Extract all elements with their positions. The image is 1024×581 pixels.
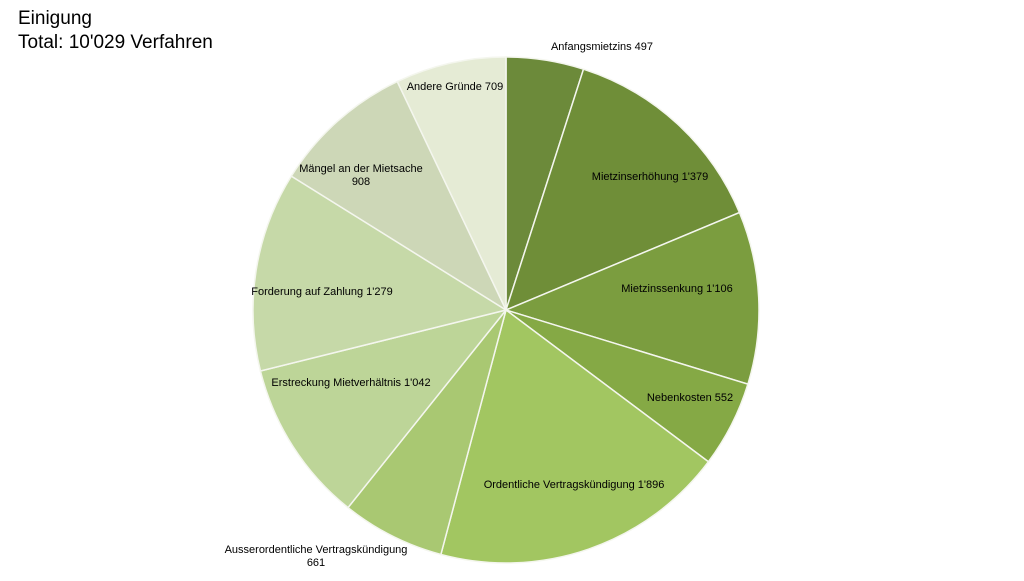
label-value: 1'106 — [706, 283, 733, 295]
data-label: Ausserordentliche Vertragskündigung 661 — [225, 544, 408, 569]
label-value: 1'042 — [404, 377, 431, 389]
data-label: Anfangsmietzins 497 — [551, 41, 653, 53]
pie-slice — [290, 80, 508, 312]
data-label: Mietzinssenkung 1'106 — [621, 283, 733, 295]
label-category: Forderung auf Zahlung — [251, 286, 363, 298]
chart-title: Einigung — [18, 8, 92, 29]
label-value: 497 — [635, 41, 653, 53]
label-value: 1'279 — [366, 286, 393, 298]
data-label: Ordentliche Vertragskündigung 1'896 — [484, 479, 665, 491]
pie-slice — [252, 175, 508, 372]
label-category: Anfangsmietzins — [551, 41, 632, 53]
data-label: Erstreckung Mietverhältnis 1'042 — [271, 377, 430, 389]
label-value: 709 — [485, 81, 503, 93]
data-label: Mietzinserhöhung 1'379 — [592, 171, 708, 183]
label-category: Mängel an der Mietsache — [299, 163, 423, 175]
pie-slice — [503, 211, 760, 386]
label-category: Nebenkosten — [647, 392, 712, 404]
data-label: Andere Gründe 709 — [407, 81, 504, 93]
label-value: 552 — [715, 392, 733, 404]
label-value: 908 — [352, 176, 370, 188]
label-category: Mietzinssenkung — [621, 283, 703, 295]
label-category: Ordentliche Vertragskündigung — [484, 479, 635, 491]
label-value: 661 — [307, 557, 325, 569]
pie-slice — [396, 56, 507, 311]
pie-slice — [439, 308, 710, 564]
data-label: Nebenkosten 552 — [647, 392, 733, 404]
label-value: 1'379 — [682, 171, 709, 183]
label-category: Mietzinserhöhung — [592, 171, 679, 183]
label-category: Erstreckung Mietverhältnis — [271, 377, 401, 389]
label-category: Ausserordentliche Vertragskündigung — [225, 544, 408, 556]
label-value: 1'896 — [638, 479, 665, 491]
label-category: Andere Gründe — [407, 81, 482, 93]
pie-slice — [504, 68, 741, 312]
data-label: Mängel an der Mietsache 908 — [299, 163, 423, 188]
pie-slice — [259, 308, 508, 509]
chart-subtitle: Total: 10'029 Verfahren — [18, 32, 213, 53]
data-label: Forderung auf Zahlung 1'279 — [251, 286, 393, 298]
